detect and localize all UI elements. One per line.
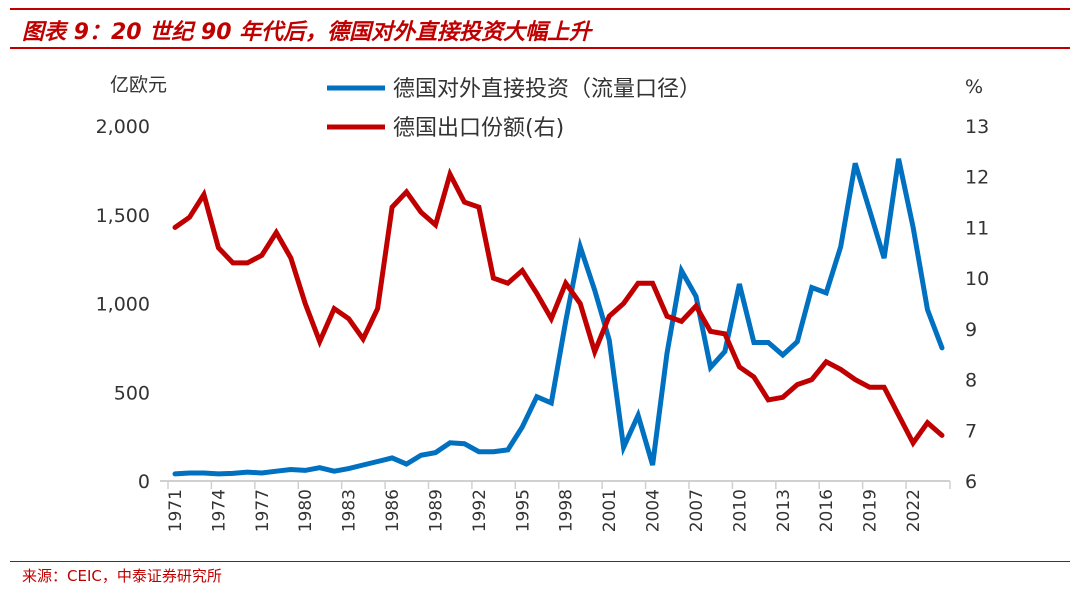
x-tick-label: 2013	[774, 489, 794, 532]
series-line-0	[172, 158, 945, 477]
x-tick-label: 1986	[383, 489, 403, 532]
left-axis-label: 亿欧元	[110, 74, 167, 96]
right-tick-label: 8	[965, 370, 977, 392]
footer-rule	[10, 561, 1070, 562]
right-tick-label: 7	[965, 420, 977, 442]
right-tick-label: 6	[965, 471, 977, 493]
x-tick-label: 1989	[426, 489, 446, 532]
right-tick-label: 10	[965, 268, 989, 290]
x-tick-label: 2019	[861, 489, 881, 532]
title-rule	[10, 47, 1070, 49]
x-tick-label: 1974	[209, 489, 229, 532]
x-tick-label: 2016	[817, 489, 837, 532]
x-tick-label: 2004	[644, 489, 664, 532]
right-tick-label: 13	[965, 116, 989, 138]
x-tick-label: 1980	[296, 489, 316, 532]
right-axis-label: %	[965, 76, 983, 98]
left-tick-label: 1,500	[96, 205, 150, 227]
chart-title: 图表 9：20 世纪 90 年代后，德国对外直接投资大幅上升	[22, 20, 592, 45]
series-line-1	[172, 167, 945, 448]
legend-label-1: 德国出口份额(右)	[393, 116, 564, 141]
x-tick-label: 2010	[730, 489, 750, 532]
source-note: 来源：CEIC，中泰证券研究所	[22, 567, 222, 585]
x-tick-label: 2001	[600, 489, 620, 532]
x-tick-label: 1983	[340, 489, 360, 532]
x-tick-label: 1998	[557, 489, 577, 532]
top-rule	[10, 8, 1070, 10]
x-tick-label: 2022	[904, 489, 924, 532]
x-tick-label: 1992	[470, 489, 490, 532]
x-tick-label: 1971	[166, 489, 186, 532]
legend-label-0: 德国对外直接投资（流量口径）	[393, 77, 701, 102]
right-tick-label: 9	[965, 319, 977, 341]
right-tick-label: 11	[965, 217, 989, 239]
left-tick-label: 1,000	[96, 294, 150, 316]
x-tick-label: 2007	[687, 489, 707, 532]
x-tick-label: 1977	[253, 489, 273, 532]
x-tick-label: 1995	[513, 489, 533, 532]
left-tick-label: 2,000	[96, 116, 150, 138]
left-tick-label: 0	[138, 471, 150, 493]
left-tick-label: 500	[114, 382, 150, 404]
right-tick-label: 12	[965, 167, 989, 189]
